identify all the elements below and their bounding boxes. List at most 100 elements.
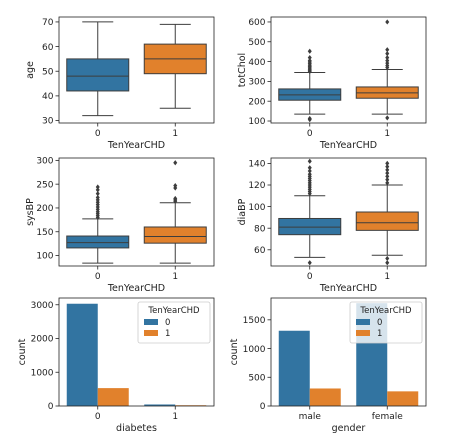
x-tick-label: 0: [95, 412, 101, 422]
outlier-point: [385, 177, 390, 183]
x-tick-label: 0: [95, 272, 101, 282]
box-body: [143, 226, 207, 244]
y-tick-label: 60: [254, 246, 266, 256]
box-0: [278, 48, 342, 123]
outlier-point: [385, 180, 390, 186]
y-axis-label: sysBP: [25, 198, 36, 226]
x-tick-label: 1: [384, 129, 390, 139]
y-tick-label: 30: [42, 117, 54, 127]
legend-label-1: 1: [377, 329, 382, 339]
outlier-point: [307, 55, 312, 61]
chart-age: 30 40 50 60 70 0 1 TenYearCHD age: [25, 16, 215, 151]
bar-1-female: [387, 391, 419, 406]
y-tick-label: 400: [248, 58, 265, 68]
chart-diaBP: 60 80 100 120 140 0 1 TenYearCHD diaBP: [237, 157, 427, 294]
legend-label-0: 0: [165, 318, 170, 328]
outlier-point: [95, 187, 100, 193]
outlier-point: [307, 48, 312, 54]
axes-frame: [270, 297, 427, 407]
outlier-point: [307, 165, 312, 171]
legend-swatch-1: [356, 330, 370, 336]
outlier-point: [385, 167, 390, 173]
box-body: [66, 58, 130, 92]
y-tick-label: 2000: [31, 335, 54, 345]
x-axis-label: TenYearCHD: [319, 283, 377, 294]
outlier-point: [385, 170, 390, 176]
axes-frame: [58, 157, 215, 267]
y-tick-label: 50: [42, 67, 54, 77]
outlier-point: [385, 47, 390, 53]
y-tick-label: 250: [36, 180, 53, 190]
y-tick-label: 0: [48, 402, 54, 412]
outlier-point: [385, 260, 390, 266]
outlier-point: [385, 173, 390, 179]
y-tick-label: 3000: [31, 301, 54, 311]
x-tick-label: 0: [95, 129, 101, 139]
box-0: [278, 158, 342, 266]
box-body: [66, 235, 130, 249]
axes-frame: [270, 16, 427, 124]
y-tick-label: 1000: [31, 368, 54, 378]
y-axis-label: count: [229, 338, 240, 365]
outlier-point: [385, 115, 390, 121]
axes-frame: [58, 16, 215, 124]
x-axis-label: TenYearCHD: [107, 283, 165, 294]
y-tick-label: 80: [254, 224, 266, 234]
axes-frame: [270, 157, 427, 267]
y-tick-label: 1000: [243, 345, 266, 355]
box-body: [278, 217, 342, 236]
outlier-point: [307, 57, 312, 64]
y-tick-label: 300: [36, 157, 53, 167]
y-tick-label: 1500: [243, 316, 266, 326]
box-0: [66, 21, 130, 117]
outlier-point: [307, 168, 312, 174]
chart-gender: 0 500 1000 1500 male female gender count TenYear…: [229, 297, 427, 434]
y-tick-label: 150: [36, 228, 53, 238]
legend: TenYearCHD 01: [349, 301, 423, 344]
x-axis-label: diabetes: [116, 423, 157, 434]
y-axis-label: count: [17, 338, 28, 365]
chart-sysBP: 100 150 200 250 300 0 1 TenYearCHD sysBP: [25, 157, 215, 294]
bar-0-1: [144, 404, 176, 406]
axes-frame: [58, 297, 215, 407]
y-tick-label: 40: [42, 92, 54, 102]
x-tick-label: 1: [172, 412, 178, 422]
y-tick-label: 100: [248, 117, 265, 127]
outlier-point: [385, 51, 390, 57]
legend-label-1: 1: [165, 329, 170, 339]
outlier-point: [385, 255, 390, 262]
legend: TenYearCHD 01: [137, 301, 211, 344]
x-axis-label: TenYearCHD: [319, 140, 377, 151]
bar-1-0: [97, 388, 129, 406]
bar-0-male: [278, 330, 310, 406]
x-tick-label: 0: [307, 272, 313, 282]
y-axis-label: age: [25, 61, 36, 79]
y-tick-label: 200: [248, 97, 265, 107]
outlier-point: [173, 160, 178, 166]
box-1: [355, 19, 419, 121]
y-tick-label: 500: [248, 38, 265, 48]
y-tick-label: 300: [248, 78, 265, 88]
outlier-point: [385, 164, 390, 170]
outlier-point: [385, 55, 390, 61]
legend-swatch-0: [144, 319, 158, 325]
outlier-point: [95, 191, 100, 197]
legend-swatch-1: [144, 330, 158, 336]
bar-0-0: [66, 303, 98, 406]
box-1: [143, 160, 207, 264]
outlier-point: [307, 260, 312, 266]
outlier-point: [307, 115, 312, 122]
legend-title: TenYearCHD: [359, 306, 412, 316]
x-tick-label: 1: [384, 272, 390, 282]
legend-swatch-0: [356, 319, 370, 325]
outlier-point: [385, 19, 390, 25]
box-body: [355, 211, 419, 231]
y-axis-label: totChol: [237, 53, 248, 87]
outlier-point: [307, 171, 312, 177]
y-tick-label: 100: [248, 203, 265, 213]
box-1: [143, 23, 207, 109]
box-0: [66, 184, 130, 264]
legend-title: TenYearCHD: [147, 306, 200, 316]
